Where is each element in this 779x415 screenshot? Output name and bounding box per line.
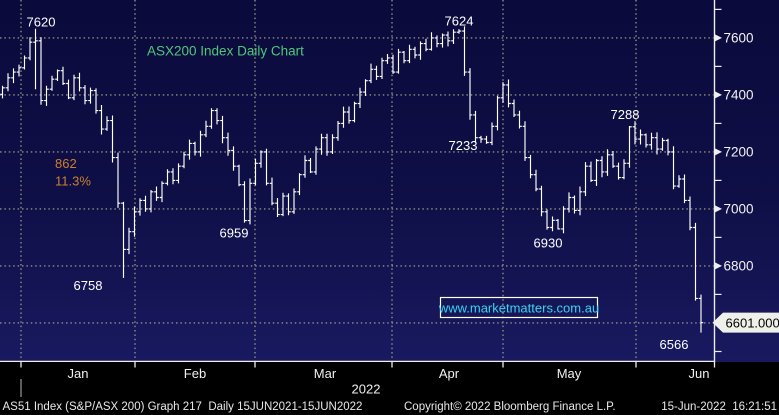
plot-background [0, 0, 779, 362]
y-axis-label: 7400 [724, 88, 754, 103]
last-price-callout: 6601.000 [712, 312, 779, 333]
y-axis-label: 7200 [724, 145, 754, 160]
x-axis-month-apr: Apr [439, 366, 460, 381]
watermark-box [439, 296, 599, 319]
annotation-jan-low: 6758 [74, 278, 103, 293]
ohlc-bars [0, 26, 704, 333]
axis-lines [0, 0, 716, 397]
x-axis-month-may: May [557, 366, 582, 381]
ohlc-bars-path [0, 26, 704, 333]
y-tick-arrow [714, 204, 722, 213]
x-axis-month-mar: Mar [314, 366, 337, 381]
y-axis-label: 7600 [724, 31, 754, 46]
x-axis-month-jun: Jun [689, 366, 710, 381]
annotation-drawdown-points: 862 [55, 156, 77, 171]
gridlines [0, 0, 714, 361]
x-axis-month-jan: Jan [68, 366, 89, 381]
annotation-feb-low: 6959 [220, 226, 249, 241]
callout-pointer-shape [712, 312, 779, 333]
x-axis-year: 2022 [352, 382, 381, 397]
y-axis-label: 6800 [724, 259, 754, 274]
annotation-drawdown-pct: 11.3% [55, 174, 91, 189]
footer-copyright: Copyright© 2022 Bloomberg Finance L.P. [404, 401, 616, 413]
watermark-link[interactable]: www.marketmatters.com.au [438, 296, 599, 319]
annotation-may-low: 6930 [534, 236, 563, 251]
watermark-url[interactable]: www.marketmatters.com.au [438, 300, 599, 315]
annotation-jan-peak: 7620 [27, 15, 56, 30]
y-axis-label: 7000 [724, 202, 754, 217]
annotation-jun-peak: 7288 [611, 107, 640, 122]
annotation-apr-peak: 7624 [445, 14, 474, 29]
x-axis-month-feb: Feb [184, 366, 206, 381]
y-tick-arrow [714, 90, 722, 99]
y-tick-arrows [714, 8, 722, 353]
last-price-value: 6601.000 [726, 315, 779, 330]
y-tick-arrow [714, 147, 722, 156]
footer-instrument-info: AS51 Index (S&P/ASX 200) Graph 217 Daily… [3, 401, 363, 413]
y-tick-arrow [714, 261, 722, 270]
chart-title: ASX200 Index Daily Chart [147, 44, 304, 59]
annotation-jun-low: 6566 [660, 337, 689, 352]
annotation-apr-low: 7233 [449, 138, 478, 153]
footer-timestamp: 15-Jun-2022 16:21:51 [661, 401, 777, 413]
y-tick-arrow [714, 33, 722, 42]
